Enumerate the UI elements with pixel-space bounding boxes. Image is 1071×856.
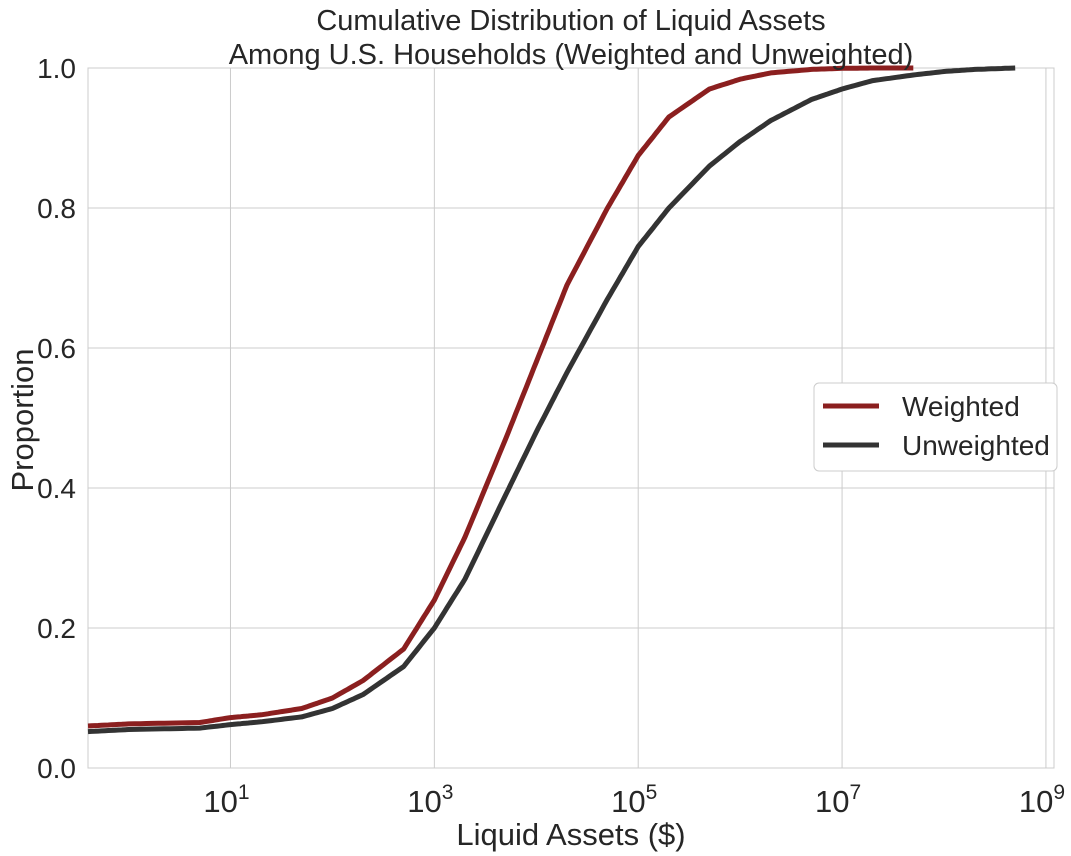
- y-tick-label: 0.2: [37, 613, 76, 644]
- chart-title-line-1: Cumulative Distribution of Liquid Assets: [316, 5, 825, 37]
- legend-label-unweighted: Unweighted: [902, 430, 1050, 461]
- series-line-weighted: [87, 65, 914, 729]
- y-tick-label: 0.0: [37, 753, 76, 784]
- x-axis-label: Liquid Assets ($): [456, 817, 685, 852]
- legend-label-weighted: Weighted: [902, 391, 1020, 422]
- x-tick-label: 107: [815, 781, 861, 819]
- x-tick-label: 103: [407, 781, 453, 819]
- y-axis-ticks: 0.0 0.2 0.4 0.6 0.8 1.0: [37, 53, 76, 784]
- y-tick-label: 0.6: [37, 333, 76, 364]
- x-tick-label: 109: [1019, 781, 1065, 819]
- x-tick-label: 101: [203, 781, 249, 819]
- series-layer: [87, 65, 1016, 735]
- legend: Weighted Unweighted: [813, 382, 1058, 472]
- x-tick-label: 105: [611, 781, 657, 819]
- series-line-unweighted: [87, 65, 1016, 735]
- x-axis-ticks: 101 103 105 107 109: [203, 781, 1065, 819]
- y-tick-label: 0.8: [37, 193, 76, 224]
- y-axis-label: Proportion: [5, 348, 40, 491]
- chart-title-line-2: Among U.S. Households (Weighted and Unwe…: [229, 39, 914, 71]
- y-tick-label: 1.0: [37, 53, 76, 84]
- y-tick-label: 0.4: [37, 473, 76, 504]
